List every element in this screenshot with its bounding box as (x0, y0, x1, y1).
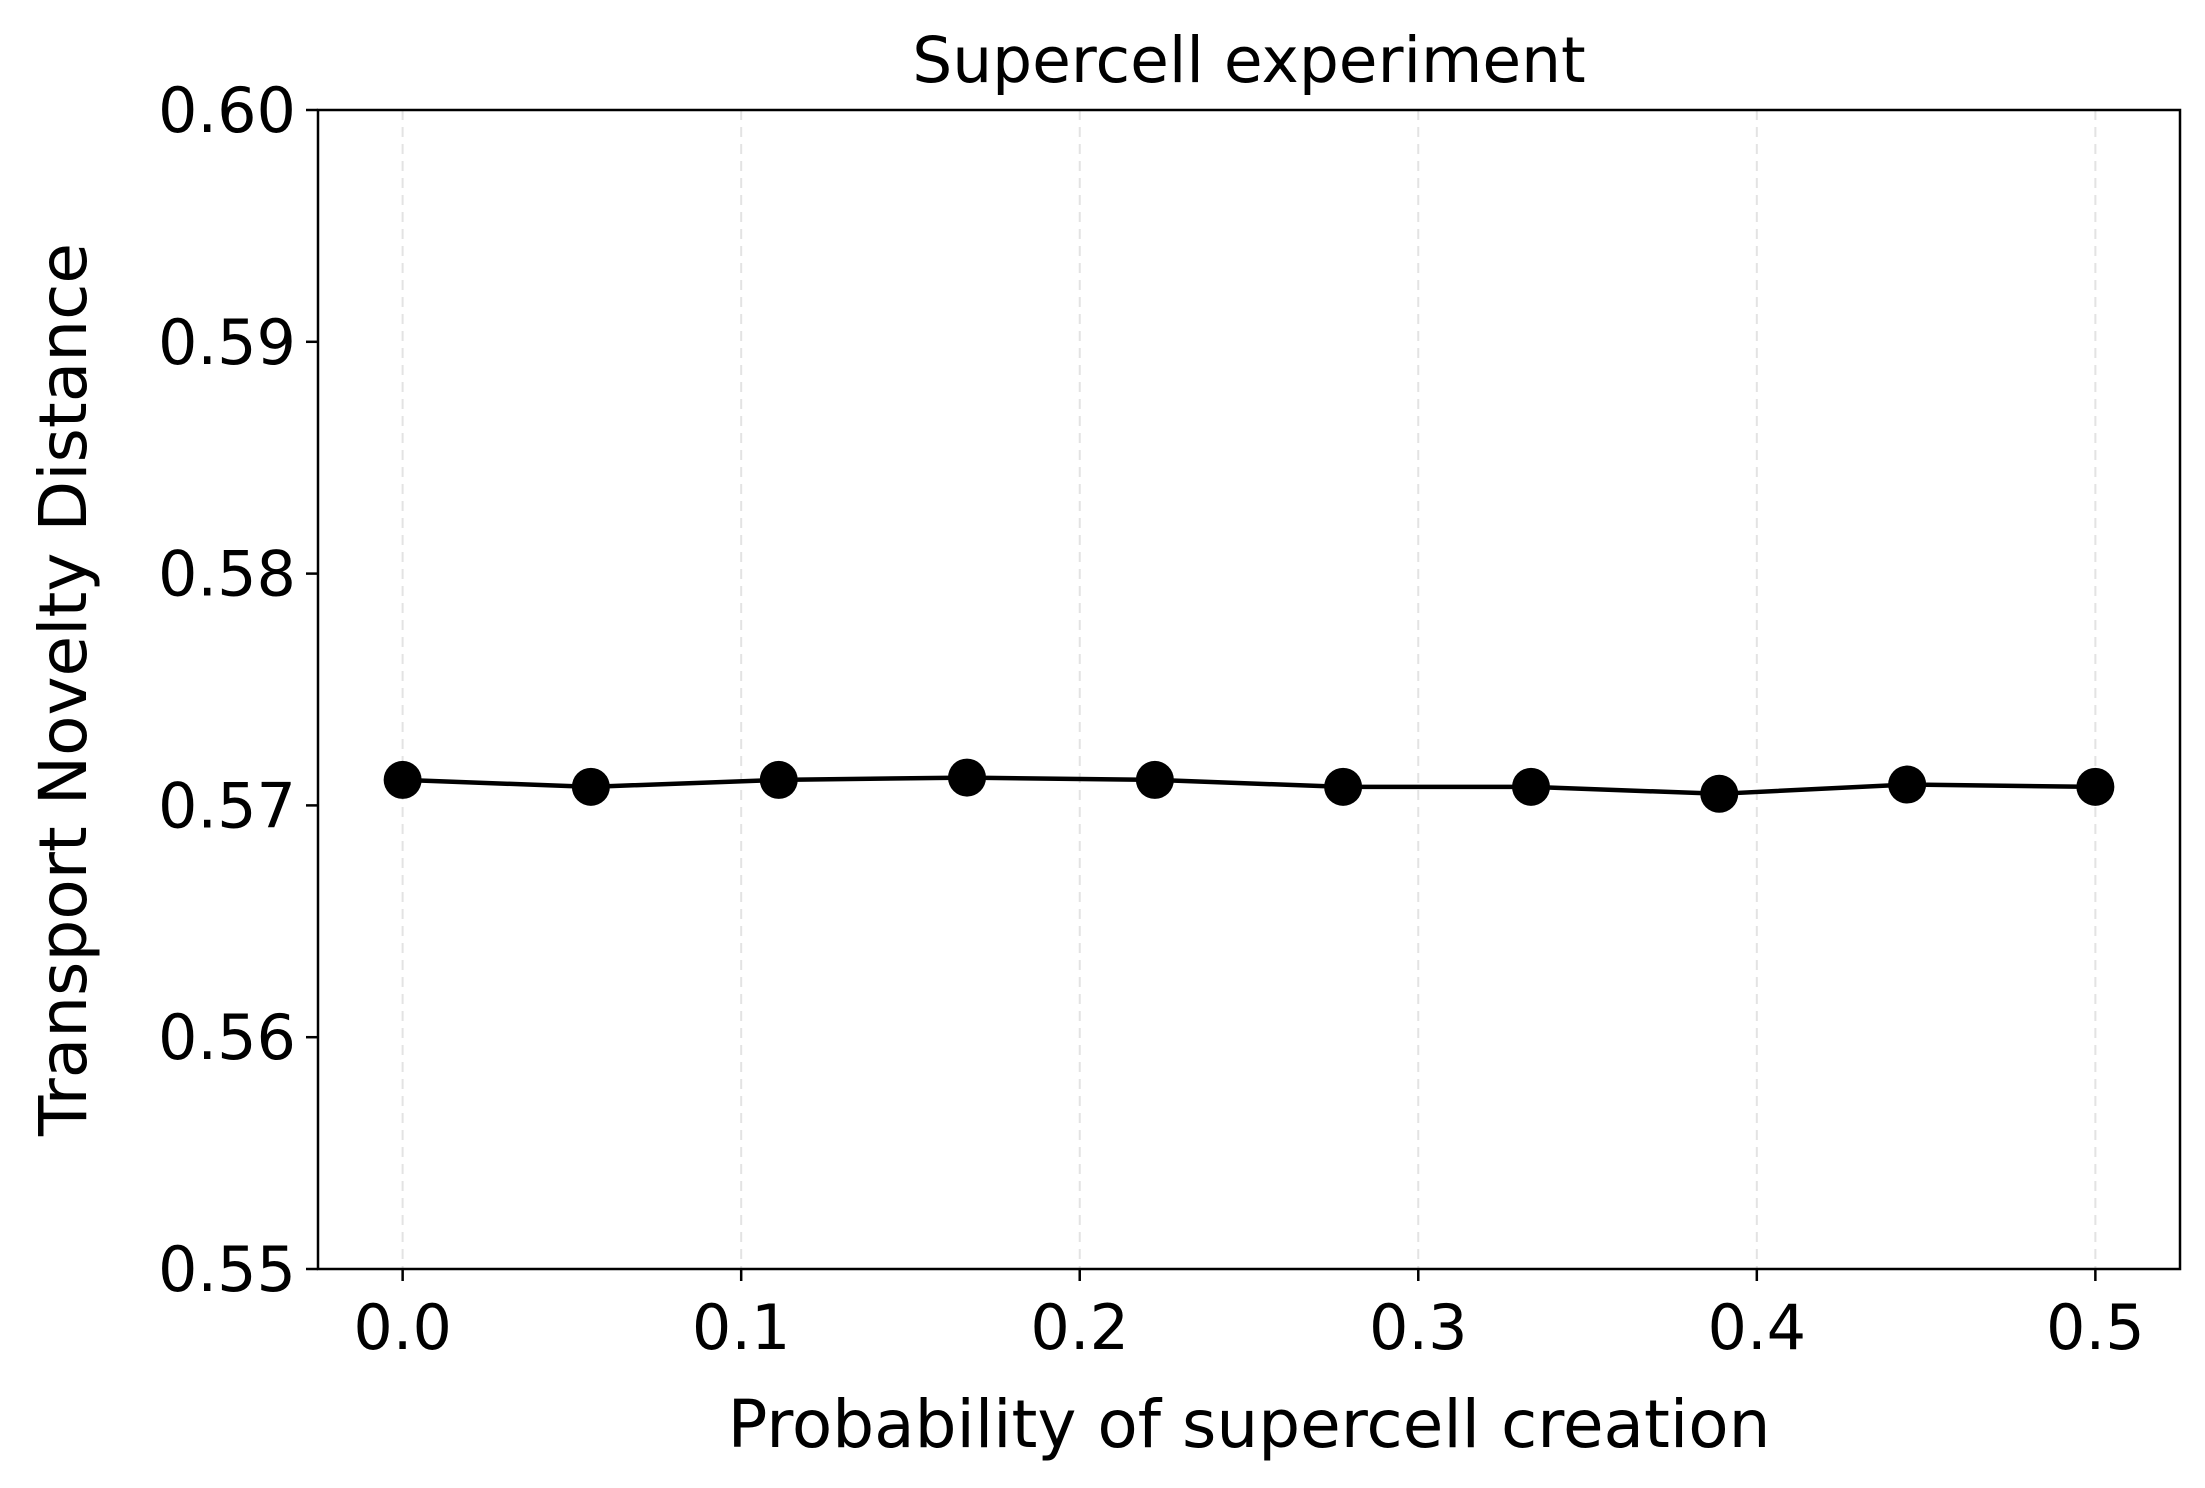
data-point (1512, 767, 1551, 806)
x-tick-label: 0.2 (1030, 1291, 1129, 1364)
plot-area-frame (316, 108, 2182, 1271)
x-tick-label: 0.1 (692, 1291, 791, 1364)
grid-lines (401, 110, 2097, 1269)
y-tick-label: 0.55 (158, 1233, 296, 1306)
y-tick-label: 0.59 (158, 306, 296, 379)
series-line (402, 775, 2096, 797)
x-axis-label: Probability of supercell creation (728, 1386, 1771, 1463)
y-tick-label: 0.56 (158, 1001, 296, 1074)
x-tick-label: 0.4 (1708, 1291, 1807, 1364)
data-point (759, 760, 798, 799)
data-point (571, 767, 610, 806)
data-point (383, 760, 422, 799)
data-point (1888, 765, 1927, 804)
y-tick-label: 0.58 (158, 538, 296, 611)
data-point (1135, 760, 1174, 799)
x-tick-label: 0.3 (1369, 1291, 1468, 1364)
x-tick-label: 0.5 (2046, 1291, 2145, 1364)
y-tick-label: 0.60 (158, 74, 296, 147)
chart-title: Supercell experiment (912, 24, 1585, 97)
data-point (1324, 767, 1363, 806)
data-point (2076, 767, 2115, 806)
x-tick-label: 0.0 (353, 1291, 452, 1364)
y-axis-label: Transport Novelty Distance (25, 243, 102, 1137)
y-axis-ticks: 0.55 0.56 0.57 0.58 0.59 0.60 (158, 74, 318, 1306)
data-point (1700, 774, 1739, 813)
x-axis-ticks: 0.0 0.1 0.2 0.3 0.4 0.5 (353, 1269, 2145, 1364)
data-point (947, 758, 986, 797)
y-tick-label: 0.57 (158, 769, 296, 842)
data-series (383, 758, 2115, 813)
